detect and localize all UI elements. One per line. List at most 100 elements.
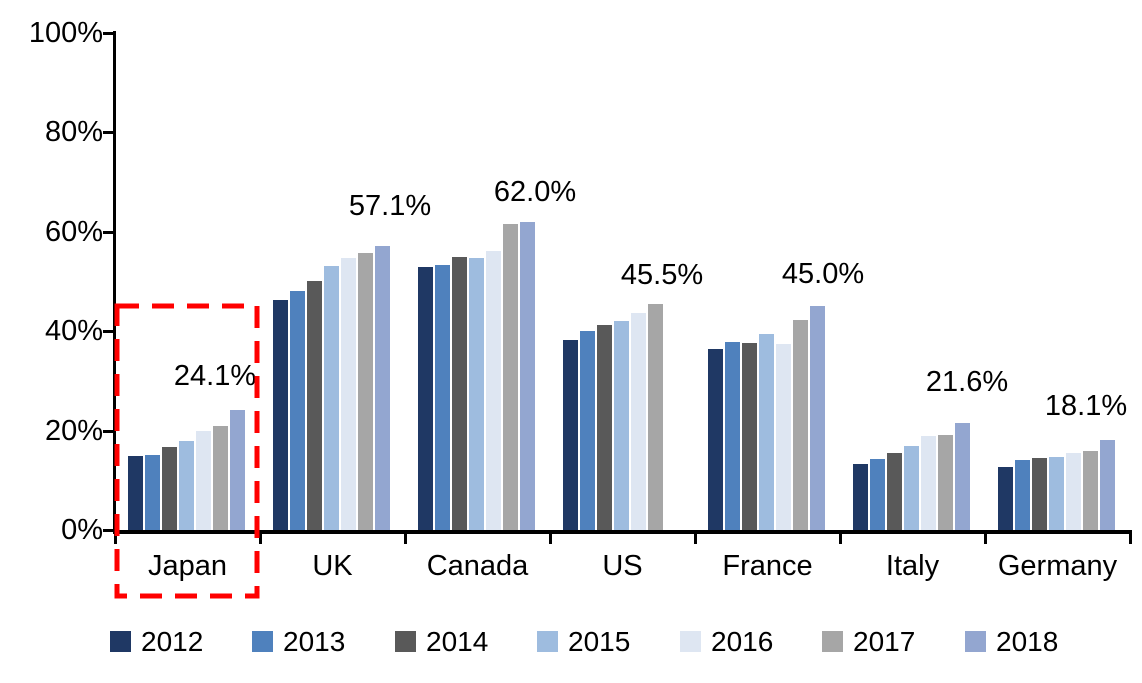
y-axis-tick-label: 60% — [44, 216, 103, 248]
legend-label-2012: 2012 — [141, 626, 204, 657]
bar-uk-2018 — [375, 246, 390, 530]
x-axis-tick — [984, 530, 987, 544]
legend-item-2013: 2013 — [252, 624, 382, 660]
legend-item-2014: 2014 — [395, 624, 525, 660]
category-label-germany: Germany — [997, 550, 1118, 582]
bar-us-2013 — [580, 331, 595, 530]
y-axis-tick — [103, 231, 115, 234]
bar-canada-2014 — [452, 257, 467, 530]
legend-item-2016: 2016 — [680, 624, 810, 660]
bar-us-2016 — [631, 313, 646, 530]
category-label-italy: Italy — [885, 550, 940, 582]
bar-japan-2012 — [128, 456, 143, 530]
bar-canada-2012 — [418, 267, 433, 530]
bar-france-2017 — [793, 320, 808, 530]
y-axis-line — [113, 31, 116, 534]
y-axis-tick — [103, 32, 115, 35]
x-axis-tick — [259, 530, 262, 544]
bar-germany-2014 — [1032, 458, 1047, 530]
bar-japan-2016 — [196, 431, 211, 530]
legend-swatch-2012 — [110, 631, 131, 652]
y-axis-tick — [103, 330, 115, 333]
x-axis-tick — [694, 530, 697, 544]
bar-france-2014 — [742, 343, 757, 530]
bar-uk-2015 — [324, 266, 339, 530]
bar-japan-2013 — [145, 455, 160, 530]
bar-canada-2018 — [520, 222, 535, 530]
legend-label-2017: 2017 — [853, 626, 916, 657]
x-axis-line — [113, 530, 1132, 534]
bar-italy-2014 — [887, 453, 902, 530]
y-axis-tick — [103, 131, 115, 134]
bar-italy-2018 — [955, 423, 970, 530]
legend-swatch-2015 — [537, 631, 558, 652]
bar-france-2016 — [776, 344, 791, 530]
data-label-uk: 57.1% — [348, 190, 432, 222]
legend-item-2018: 2018 — [965, 624, 1095, 660]
bar-france-2012 — [708, 349, 723, 530]
legend-label-2015: 2015 — [568, 626, 631, 657]
bar-italy-2012 — [853, 464, 868, 530]
bar-germany-2012 — [998, 467, 1013, 530]
legend-swatch-2016 — [680, 631, 701, 652]
legend-label-2013: 2013 — [283, 626, 346, 657]
bar-us-2014 — [597, 325, 612, 530]
bar-uk-2014 — [307, 281, 322, 530]
bar-japan-2018 — [230, 410, 245, 530]
legend-item-2015: 2015 — [537, 624, 667, 660]
bar-germany-2016 — [1066, 453, 1081, 530]
legend-swatch-2013 — [252, 631, 273, 652]
bar-japan-2015 — [179, 441, 194, 530]
bar-canada-2016 — [486, 251, 501, 530]
y-axis-tick-label: 100% — [28, 17, 103, 49]
data-label-us: 45.5% — [620, 259, 704, 291]
legend-swatch-2018 — [965, 631, 986, 652]
category-label-canada: Canada — [426, 550, 529, 582]
bar-germany-2017 — [1083, 451, 1098, 530]
bar-canada-2015 — [469, 258, 484, 530]
x-axis-tick — [404, 530, 407, 544]
legend-item-2012: 2012 — [110, 624, 240, 660]
bar-japan-2017 — [213, 426, 228, 530]
y-axis-tick — [103, 529, 115, 532]
data-label-japan: 24.1% — [173, 360, 257, 392]
bar-france-2018 — [810, 306, 825, 530]
bar-france-2013 — [725, 342, 740, 530]
bar-italy-2017 — [938, 435, 953, 530]
bar-italy-2015 — [904, 446, 919, 530]
category-label-uk: UK — [312, 550, 353, 582]
bar-uk-2013 — [290, 291, 305, 530]
bar-canada-2017 — [503, 224, 518, 530]
y-axis-tick-label: 80% — [44, 116, 103, 148]
x-axis-tick — [839, 530, 842, 544]
bar-germany-2013 — [1015, 460, 1030, 530]
data-label-germany: 18.1% — [1044, 390, 1128, 422]
bar-italy-2016 — [921, 436, 936, 530]
bar-uk-2017 — [358, 253, 373, 530]
y-axis-tick-label: 0% — [61, 514, 103, 546]
legend-label-2016: 2016 — [711, 626, 774, 657]
bar-japan-2014 — [162, 447, 177, 530]
bar-us-2012 — [563, 340, 578, 530]
y-axis-tick — [103, 430, 115, 433]
bar-uk-2016 — [341, 258, 356, 530]
legend-item-2017: 2017 — [822, 624, 952, 660]
bar-germany-2015 — [1049, 457, 1064, 530]
bar-us-2015 — [614, 321, 629, 530]
bar-germany-2018 — [1100, 440, 1115, 530]
legend-label-2014: 2014 — [426, 626, 489, 657]
data-label-italy: 21.6% — [925, 366, 1009, 398]
bar-uk-2012 — [273, 300, 288, 530]
data-label-france: 45.0% — [781, 258, 865, 290]
category-label-japan: Japan — [147, 550, 227, 582]
category-label-us: US — [602, 550, 643, 582]
bar-canada-2013 — [435, 265, 450, 530]
category-label-france: France — [722, 550, 813, 582]
x-axis-tick — [114, 530, 117, 544]
legend-swatch-2017 — [822, 631, 843, 652]
y-axis-tick-label: 20% — [44, 415, 103, 447]
data-label-canada: 62.0% — [493, 176, 577, 208]
bar-italy-2013 — [870, 459, 885, 530]
legend: 2012 2013 2014 2015 2016 2017 2018 — [0, 624, 1142, 664]
